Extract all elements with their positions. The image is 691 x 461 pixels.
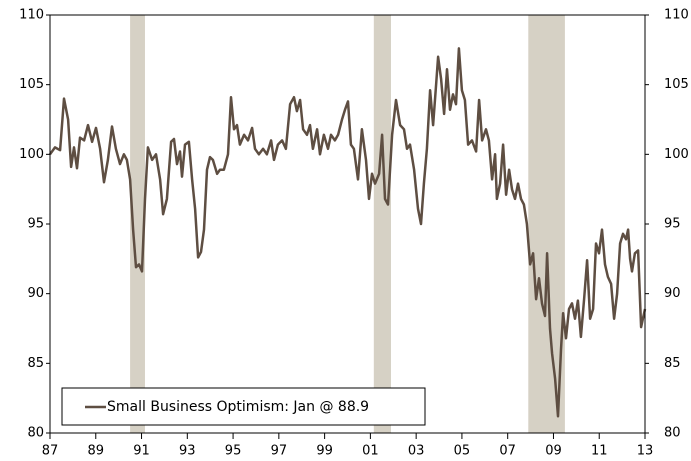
recession-shade	[130, 15, 145, 433]
y-tick-label: 95	[27, 217, 44, 232]
y-tick-label: 90	[27, 286, 44, 301]
x-tick-label: 07	[499, 444, 516, 459]
legend-box	[61, 387, 426, 426]
y-tick-label: 80	[27, 426, 44, 441]
x-tick-label: 05	[454, 444, 471, 459]
y-tick-label: 100	[19, 147, 44, 162]
y2-tick-label: 95	[664, 217, 681, 232]
y2-tick-label: 110	[664, 8, 689, 23]
x-tick-label: 03	[408, 444, 425, 459]
y2-tick-label: 100	[664, 147, 689, 162]
recession-shade	[528, 15, 565, 433]
y-tick-label: 110	[19, 8, 44, 23]
y2-tick-label: 85	[664, 356, 681, 371]
x-tick-label: 09	[545, 444, 562, 459]
x-tick-label: 91	[133, 444, 150, 459]
line-series	[48, 47, 647, 418]
x-tick-label: 97	[271, 444, 288, 459]
y-tick-label: 105	[19, 77, 44, 92]
x-tick-label: 99	[316, 444, 333, 459]
x-tick-label: 87	[42, 444, 59, 459]
x-tick-label: 89	[87, 444, 104, 459]
x-tick-label: 95	[225, 444, 242, 459]
y2-tick-label: 90	[664, 286, 681, 301]
legend-label: Small Business Optimism: Jan @ 88.9	[107, 399, 369, 415]
y-tick-label: 85	[27, 356, 44, 371]
x-tick-label: 93	[179, 444, 196, 459]
x-tick-label: 11	[591, 444, 608, 459]
x-tick-label: 13	[637, 444, 654, 459]
y2-tick-label: 80	[664, 426, 681, 441]
y2-tick-label: 105	[664, 77, 689, 92]
x-tick-label: 01	[362, 444, 379, 459]
recession-shade	[373, 15, 391, 433]
